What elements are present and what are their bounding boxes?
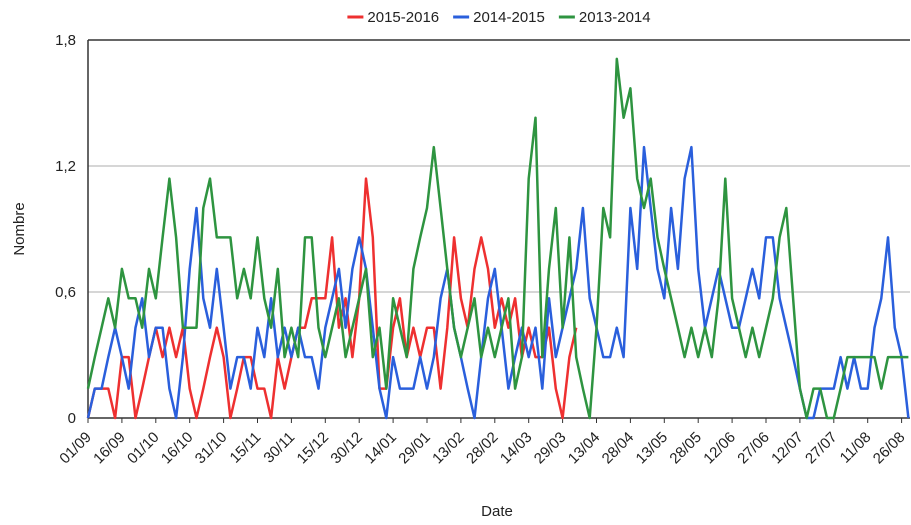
x-tick-label: 29/01 — [395, 429, 434, 468]
series-line — [86, 177, 578, 420]
x-tick-label: 12/07 — [768, 429, 807, 468]
x-tick-label: 27/07 — [802, 429, 841, 468]
x-tick-label: 15/12 — [294, 429, 333, 468]
x-tick-label: 16/10 — [158, 429, 197, 468]
x-tick-label: 29/03 — [531, 429, 570, 468]
y-axis-title: Nombre — [11, 202, 28, 255]
x-tick-label: 26/08 — [870, 429, 909, 468]
y-tick-label: 1,2 — [55, 158, 76, 175]
x-tick-label: 01/10 — [124, 429, 163, 468]
x-tick-label: 01/09 — [56, 429, 95, 468]
x-tick-label: 27/06 — [734, 429, 773, 468]
x-tick-label: 28/05 — [666, 429, 705, 468]
legend-label: 2013-2014 — [579, 9, 651, 26]
x-tick-label: 13/04 — [565, 429, 604, 468]
series-line — [86, 57, 909, 420]
x-tick-label: 13/05 — [633, 429, 672, 468]
x-tick-label: 15/11 — [227, 429, 265, 467]
x-tick-label: 30/11 — [260, 429, 298, 467]
x-tick-label: 13/02 — [429, 429, 468, 468]
x-tick-label: 16/09 — [90, 429, 129, 468]
x-tick-label: 31/10 — [192, 429, 231, 468]
y-tick-label: 0,6 — [55, 284, 76, 301]
y-tick-label: 1,8 — [55, 32, 76, 49]
x-axis-title: Date — [481, 503, 513, 520]
x-tick-label: 28/02 — [463, 429, 502, 468]
series-line — [86, 145, 910, 420]
legend: 2015-2016 2014-2015 2013-2014 — [347, 9, 651, 26]
x-tick-label: 14/03 — [497, 429, 536, 468]
x-tick-label: 30/12 — [327, 429, 366, 468]
y-tick-label: 0 — [68, 410, 76, 427]
x-tick-label: 14/01 — [361, 429, 400, 468]
x-tick-label: 12/06 — [700, 429, 739, 468]
x-tick-label: 28/04 — [599, 429, 638, 468]
x-tick-label: 11/08 — [837, 429, 875, 467]
legend-label: 2014-2015 — [473, 9, 545, 26]
legend-label: 2015-2016 — [367, 9, 439, 26]
